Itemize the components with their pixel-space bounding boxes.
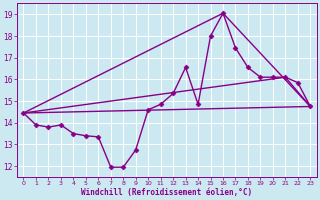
X-axis label: Windchill (Refroidissement éolien,°C): Windchill (Refroidissement éolien,°C): [81, 188, 252, 197]
